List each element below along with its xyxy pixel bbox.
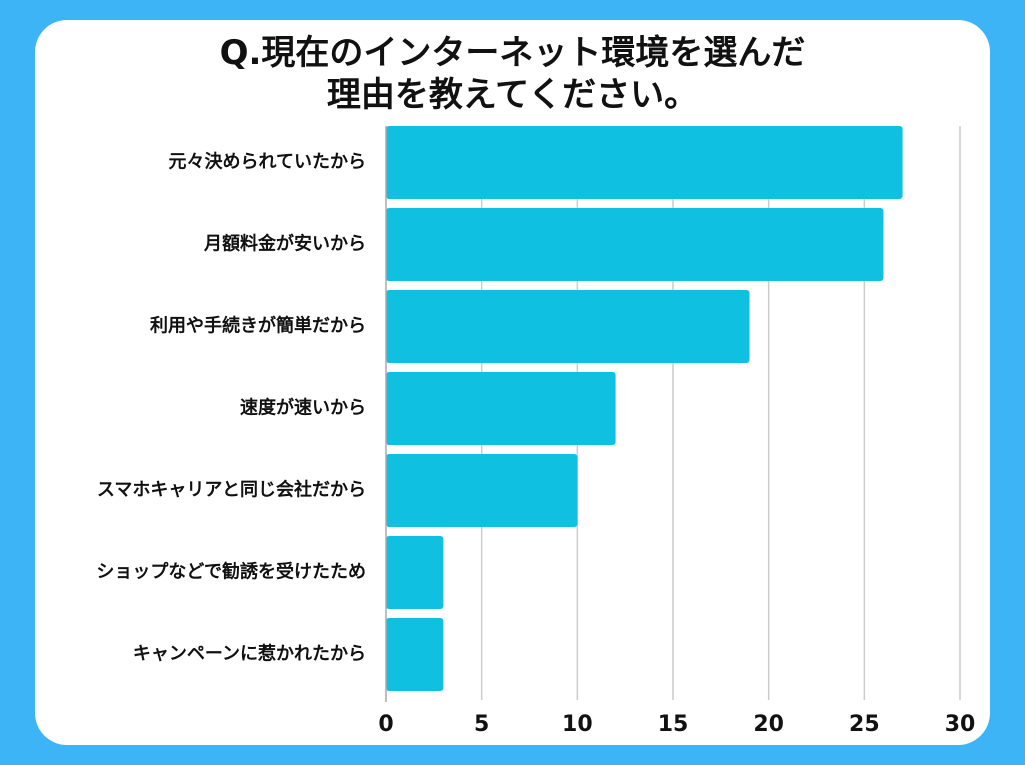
category-label-1: 元々決められていたから [169, 151, 366, 173]
bar-2 [386, 208, 884, 281]
chart-title-line-2: 理由を教えてください。 [326, 75, 699, 115]
chart-title-line-1: Q.現在のインターネット環境を選んだ [219, 33, 806, 73]
x-tick-label-25: 25 [849, 712, 880, 737]
bar-1 [386, 126, 903, 199]
bar-3 [386, 290, 750, 363]
category-label-3: 利用や手続きが簡単だから [150, 315, 366, 337]
bar-4 [386, 372, 616, 445]
category-label-7: キャンペーンに惹かれたから [133, 644, 366, 665]
category-label-6: ショップなどで勧誘を受けたため [96, 561, 366, 583]
x-tick-label-20: 20 [753, 712, 784, 737]
bar-5 [386, 454, 578, 527]
x-tick-label-30: 30 [945, 712, 976, 737]
x-tick-label-15: 15 [658, 712, 689, 737]
x-tick-label-0: 0 [378, 712, 393, 737]
category-label-4: 速度が速いから [240, 397, 366, 419]
bar-6 [386, 536, 444, 609]
x-tick-label-5: 5 [474, 712, 489, 737]
x-tick-label-10: 10 [562, 712, 593, 737]
chart-title: Q.現在のインターネット環境を選んだ 理由を教えてください。 [35, 32, 990, 116]
category-label-5: スマホキャリアと同じ会社だから [97, 479, 366, 501]
category-label-2: 月額料金が安いから [203, 233, 366, 255]
bar-7 [386, 618, 444, 691]
